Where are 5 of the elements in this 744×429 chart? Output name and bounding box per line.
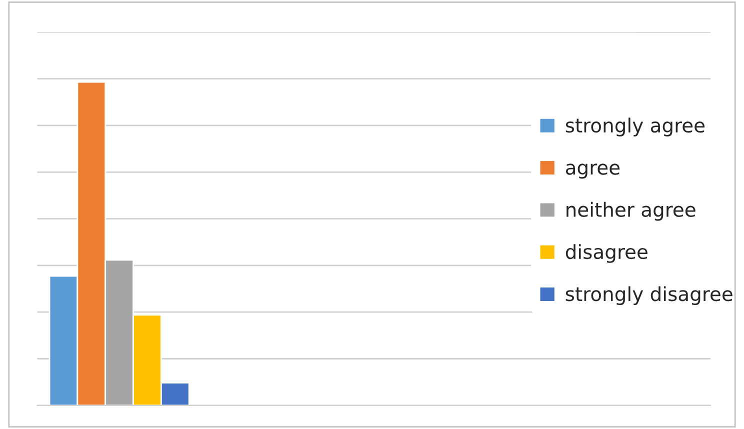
legend-label: strongly agree xyxy=(566,118,705,136)
legend-label: agree xyxy=(566,164,620,179)
legend-label: disagree xyxy=(566,244,648,263)
legend-label: strongly disagree xyxy=(566,286,732,306)
legend-label: neither agree xyxy=(566,202,696,221)
